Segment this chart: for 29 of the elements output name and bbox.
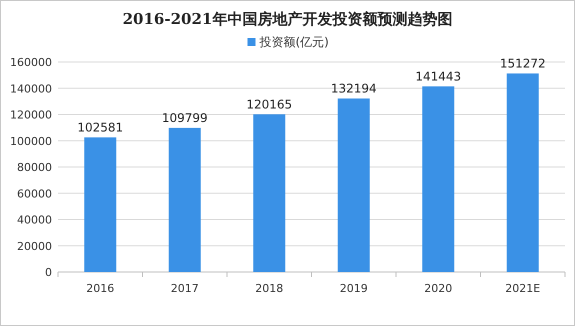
data-label: 109799	[162, 110, 208, 125]
bar	[253, 114, 286, 272]
x-tick-label: 2021E	[505, 282, 540, 295]
x-tick-label: 2018	[255, 282, 284, 295]
bar	[84, 137, 116, 272]
bar	[168, 128, 201, 272]
y-tick-label: 60000	[17, 187, 52, 200]
y-tick-label: 20000	[17, 240, 52, 253]
data-label: 141443	[415, 69, 462, 84]
x-tick-label: 2017	[170, 282, 199, 295]
y-tick-label: 0	[45, 266, 52, 279]
data-label: 120165	[246, 97, 292, 112]
bar	[506, 73, 539, 272]
x-tick-label: 2019	[340, 282, 368, 295]
y-tick-label: 40000	[17, 214, 52, 226]
data-label: 132194	[330, 81, 377, 96]
bar	[338, 98, 370, 272]
y-tick-label: 100000	[10, 134, 52, 148]
bar	[422, 86, 454, 272]
y-tick-label: 160000	[10, 56, 52, 69]
data-label: 151272	[500, 56, 546, 70]
legend-label: 投资额(亿元)	[258, 35, 329, 49]
data-label: 102581	[77, 120, 124, 134]
chart-title: 2016-2021年中国房地产开发投资额预测趋势图	[122, 10, 452, 28]
x-tick-label: 2020	[424, 282, 452, 295]
y-tick-label: 120000	[10, 108, 52, 122]
y-tick-label: 80000	[17, 161, 52, 174]
x-tick-label: 2016	[86, 282, 114, 295]
y-tick-label: 140000	[10, 82, 52, 96]
